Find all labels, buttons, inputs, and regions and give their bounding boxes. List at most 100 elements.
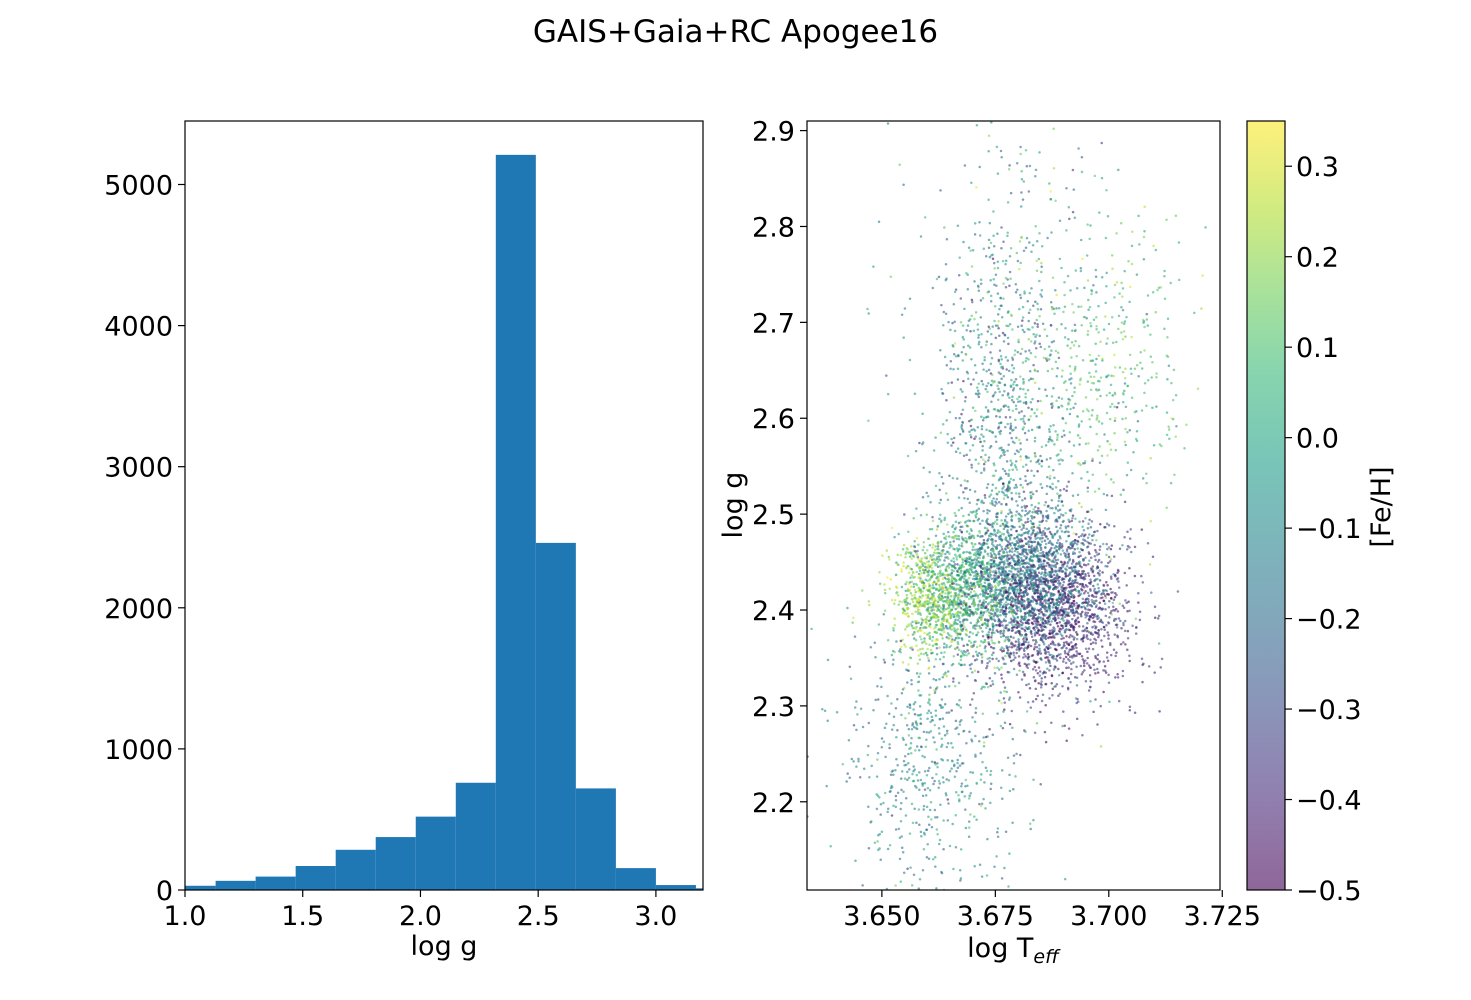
scatter-point	[1010, 398, 1014, 402]
scatter-point	[1003, 578, 1006, 582]
scatter-point	[1028, 686, 1032, 690]
scatter-point	[977, 607, 980, 610]
scatter-point	[950, 545, 953, 548]
scatter-point	[1041, 536, 1044, 540]
scatter-point	[1010, 709, 1014, 713]
scatter-point	[1007, 512, 1010, 516]
scatter-point	[995, 497, 999, 501]
scatter-point	[953, 775, 957, 778]
scatter-point	[977, 507, 981, 511]
scatter-point	[1043, 625, 1047, 628]
scatter-point	[900, 313, 904, 317]
scatter-point	[908, 555, 912, 558]
scatter-point	[1018, 307, 1021, 311]
scatter-point	[907, 571, 911, 575]
scatter-point	[990, 577, 993, 581]
scatter-point	[945, 492, 948, 495]
scatter-point	[1135, 439, 1139, 443]
scatter-point	[1130, 335, 1133, 339]
scatter-point	[1117, 314, 1121, 318]
scatter-point	[1062, 636, 1065, 640]
scatter-point	[978, 627, 982, 630]
scatter-point	[994, 391, 997, 394]
scatter-point	[980, 346, 983, 349]
scatter-point	[1038, 524, 1041, 527]
scatter-point	[950, 759, 954, 763]
scatter-point	[956, 548, 960, 552]
scatter-point	[992, 278, 995, 281]
scatter-point	[935, 748, 938, 751]
scatter-point	[998, 582, 1002, 585]
scatter-point	[1022, 579, 1025, 582]
scatter-point	[942, 607, 945, 611]
scatter-point	[1006, 496, 1010, 499]
scatter-point	[962, 514, 965, 518]
scatter-point	[951, 612, 954, 616]
scatter-point	[1039, 538, 1042, 541]
scatter-point	[1096, 658, 1099, 661]
scatter-point	[1083, 591, 1086, 595]
scatter-point	[915, 600, 919, 604]
scatter-point	[980, 618, 983, 622]
scatter-point	[1007, 547, 1011, 550]
scatter-point	[1107, 555, 1111, 559]
scatter-point	[1064, 629, 1067, 632]
scatter-point	[914, 590, 918, 594]
scatter-point	[959, 571, 962, 575]
scatter-point	[1123, 500, 1127, 504]
scatter-point	[883, 661, 887, 664]
scatter-point	[988, 727, 991, 731]
scatter-point	[986, 511, 989, 515]
scatter-point	[913, 768, 916, 771]
scatter-point	[1076, 493, 1080, 497]
scatter-point	[1018, 240, 1022, 243]
scatter-point	[1003, 866, 1006, 870]
scatter-point	[1035, 573, 1039, 577]
scatter-point	[989, 362, 993, 366]
scatter-point	[1072, 311, 1075, 314]
scatter-point	[1082, 563, 1086, 567]
scatter-point	[940, 651, 943, 655]
scatter-point	[1137, 601, 1140, 604]
scatter-point	[1105, 189, 1108, 192]
scatter-point	[1026, 327, 1030, 331]
scatter-point	[949, 328, 952, 332]
scatter-point	[996, 588, 999, 592]
scatter-point	[984, 682, 988, 685]
scatter-point	[933, 551, 936, 554]
scatter-point	[1054, 506, 1058, 509]
scatter-point	[944, 792, 948, 795]
scatter-point	[973, 565, 976, 569]
scatter-point	[945, 364, 949, 367]
histogram-bar	[255, 876, 296, 890]
scatter-point	[1065, 634, 1068, 638]
scatter-point	[1017, 691, 1020, 694]
scatter-point	[1038, 592, 1042, 596]
scatter-point	[1060, 435, 1064, 439]
scatter-point	[1049, 190, 1053, 193]
scatter-point	[965, 540, 968, 543]
scatter-point	[934, 625, 937, 629]
scatter-point	[1032, 563, 1035, 567]
scatter-point	[1089, 685, 1092, 689]
scatter-point	[977, 651, 981, 655]
scatter-point	[952, 677, 955, 680]
scatter-point	[1073, 595, 1076, 598]
scatter-point	[991, 570, 995, 573]
scatter-point	[1172, 368, 1176, 372]
scatter-point	[886, 810, 889, 814]
scatter-point	[940, 387, 943, 391]
scatter-point	[1055, 659, 1059, 662]
scatter-point	[1014, 283, 1018, 286]
scatter-point	[872, 709, 875, 712]
scatter-point	[1005, 521, 1009, 524]
scatter-point	[991, 733, 995, 736]
scatter-point	[1077, 555, 1080, 559]
scatter-point	[1109, 653, 1113, 657]
scatter-point	[1021, 550, 1025, 553]
scatter-point	[1057, 642, 1060, 646]
scatter-point	[916, 549, 919, 553]
scatter-point	[1062, 660, 1065, 663]
scatter-point	[1062, 429, 1065, 432]
scatter-point	[971, 443, 975, 447]
